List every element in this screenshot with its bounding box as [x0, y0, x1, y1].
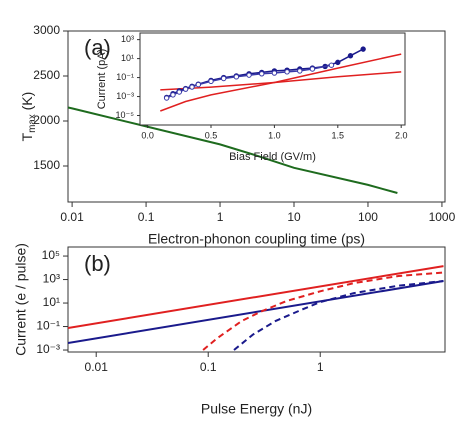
- data-point: [259, 71, 265, 77]
- y-tick-label: 10⁵: [42, 248, 60, 262]
- y-tick-label: 10³: [121, 34, 134, 44]
- y-axis-title-subscript: max: [27, 114, 38, 133]
- y-tick-label: 10⁻¹: [36, 319, 60, 333]
- series-line: [166, 64, 332, 99]
- panel-label: (a): [84, 35, 111, 60]
- data-point: [271, 70, 278, 76]
- series-line: [68, 265, 444, 329]
- data-point: [360, 46, 366, 52]
- inset-background: [140, 33, 405, 125]
- y-tick-label: 10⁻³: [36, 342, 60, 356]
- data-point: [297, 68, 303, 74]
- x-tick-label: 100: [358, 210, 378, 224]
- y-axis-title-unit: (K): [19, 92, 35, 115]
- y-tick-label: 10⁻¹: [116, 72, 134, 82]
- data-point: [347, 53, 354, 59]
- x-axis-title: Bias Field (GV/m): [229, 151, 316, 163]
- x-tick-label: 0.0: [141, 130, 154, 140]
- data-point: [176, 89, 183, 95]
- x-tick-label: 0.01: [60, 210, 84, 224]
- plot-frame: [67, 30, 446, 203]
- x-tick-label: 1000: [429, 210, 456, 224]
- data-point: [170, 92, 176, 98]
- plot-frame: [67, 246, 446, 353]
- y-tick-label: 2000: [33, 113, 60, 127]
- data-point: [208, 78, 214, 85]
- data-point: [189, 84, 195, 90]
- data-point: [233, 74, 240, 80]
- y-tick-label: 10¹: [43, 295, 60, 309]
- x-tick-label: 0.5: [205, 130, 218, 140]
- x-tick-label: 2.0: [395, 130, 408, 140]
- x-tick-label: 1: [217, 210, 224, 224]
- y-tick-label: 10⁻³: [116, 91, 134, 101]
- y-axis-title: Current (e / pulse): [13, 243, 29, 356]
- data-point: [182, 86, 189, 92]
- series-line: [68, 280, 444, 344]
- x-tick-label: 1.5: [332, 130, 345, 140]
- y-axis-title: Current (pA): [96, 49, 108, 110]
- x-axis-title: Pulse Energy (nJ): [201, 401, 312, 417]
- x-tick-label: 0.1: [138, 210, 155, 224]
- panel-label: (b): [84, 251, 111, 276]
- x-tick-label: 0.01: [85, 360, 109, 374]
- y-tick-label: 10³: [43, 272, 60, 286]
- series-line: [233, 280, 444, 351]
- plot-area: [68, 106, 398, 194]
- y-tick-label: 10¹: [121, 53, 134, 63]
- plot-area: [68, 265, 444, 351]
- y-tick-label: 10⁻⁵: [116, 110, 135, 120]
- plot-area: [160, 46, 402, 112]
- x-tick-label: 0.1: [200, 360, 217, 374]
- data-point: [163, 95, 170, 101]
- data-point: [335, 59, 341, 66]
- y-tick-label: 2500: [33, 68, 60, 82]
- data-point: [195, 81, 202, 88]
- data-point: [284, 69, 290, 75]
- y-tick-label: 1500: [33, 158, 60, 172]
- data-point: [246, 72, 252, 78]
- data-point: [220, 75, 227, 82]
- y-axis-title-main: T: [19, 132, 35, 141]
- x-axis-title: Electron-phonon coupling time (ps): [148, 231, 365, 247]
- series-line: [160, 53, 402, 112]
- x-tick-label: 10: [287, 210, 301, 224]
- plot-frame: [139, 32, 406, 126]
- x-tick-label: 1: [317, 360, 324, 374]
- series-line: [68, 106, 398, 194]
- data-point: [309, 66, 316, 72]
- data-point: [328, 62, 335, 68]
- y-tick-label: 3000: [33, 23, 60, 37]
- x-tick-label: 1.0: [268, 130, 281, 140]
- y-axis-title: Tmax (K): [19, 92, 38, 142]
- series-line: [202, 271, 444, 351]
